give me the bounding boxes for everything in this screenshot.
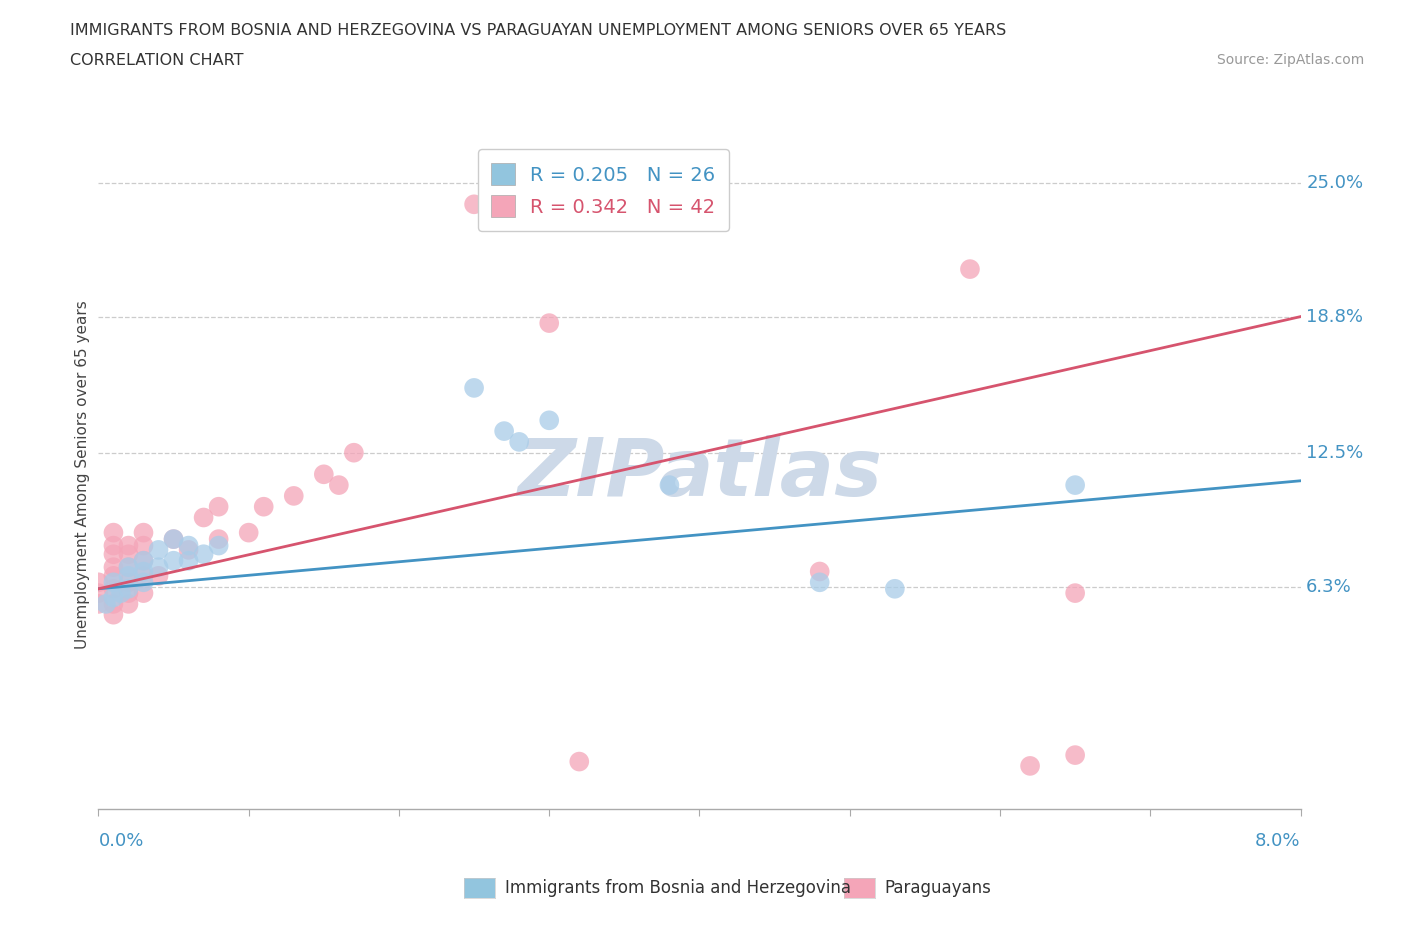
Point [494,424,516,439]
Point [87,596,110,611]
Point [238,525,260,540]
Point [132,525,155,540]
Point [94,596,117,611]
Point [328,478,350,493]
Point [538,413,561,428]
Text: 18.8%: 18.8% [1306,308,1364,326]
Point [103,560,125,575]
Point [103,607,125,622]
Point [103,590,125,604]
Point [253,499,276,514]
Point [883,581,905,596]
Point [132,575,155,590]
Point [1064,478,1087,493]
Point [162,532,184,547]
Point [208,538,231,553]
Point [162,532,184,547]
Point [959,261,981,276]
Point [87,586,110,601]
Point [117,586,139,601]
Point [148,560,170,575]
Point [103,525,125,540]
Point [132,538,155,553]
Point [177,538,200,553]
Point [103,538,125,553]
Text: CORRELATION CHART: CORRELATION CHART [70,53,243,68]
Text: Immigrants from Bosnia and Herzegovina: Immigrants from Bosnia and Herzegovina [505,879,851,897]
Point [808,565,831,579]
Point [103,547,125,562]
Point [463,197,485,212]
Point [132,568,155,583]
Point [193,547,215,562]
Point [283,488,305,503]
Point [508,434,530,449]
Point [312,467,335,482]
Point [148,542,170,557]
Text: 25.0%: 25.0% [1306,174,1364,192]
Text: 0.0%: 0.0% [98,832,143,850]
Point [132,565,155,579]
Text: 8.0%: 8.0% [1256,832,1301,850]
Point [117,547,139,562]
Text: 12.5%: 12.5% [1306,444,1364,461]
Y-axis label: Unemployment Among Seniors over 65 years: Unemployment Among Seniors over 65 years [75,300,90,649]
Point [117,575,139,590]
Point [463,380,485,395]
Point [103,575,125,590]
Point [1064,748,1087,763]
Point [117,596,139,611]
Point [658,478,681,493]
Point [193,510,215,525]
Text: Source: ZipAtlas.com: Source: ZipAtlas.com [1216,53,1364,67]
Point [117,568,139,583]
Point [117,560,139,575]
Point [568,754,591,769]
Point [117,581,139,596]
Text: 6.3%: 6.3% [1306,578,1353,595]
Point [110,586,132,601]
Text: ZIPatlas: ZIPatlas [517,435,882,513]
Point [177,542,200,557]
Point [103,568,125,583]
Text: Paraguayans: Paraguayans [884,879,991,897]
Point [343,445,366,460]
Point [103,581,125,596]
Point [1064,586,1087,601]
Point [177,553,200,568]
Point [208,532,231,547]
Point [132,586,155,601]
Point [117,538,139,553]
Point [87,575,110,590]
Text: IMMIGRANTS FROM BOSNIA AND HERZEGOVINA VS PARAGUAYAN UNEMPLOYMENT AMONG SENIORS : IMMIGRANTS FROM BOSNIA AND HERZEGOVINA V… [70,23,1007,38]
Point [538,315,561,330]
Legend: R = 0.205   N = 26, R = 0.342   N = 42: R = 0.205 N = 26, R = 0.342 N = 42 [478,149,728,231]
Point [117,560,139,575]
Point [1019,759,1042,774]
Point [132,553,155,568]
Point [132,553,155,568]
Point [808,575,831,590]
Point [103,596,125,611]
Point [162,553,184,568]
Point [148,568,170,583]
Point [208,499,231,514]
